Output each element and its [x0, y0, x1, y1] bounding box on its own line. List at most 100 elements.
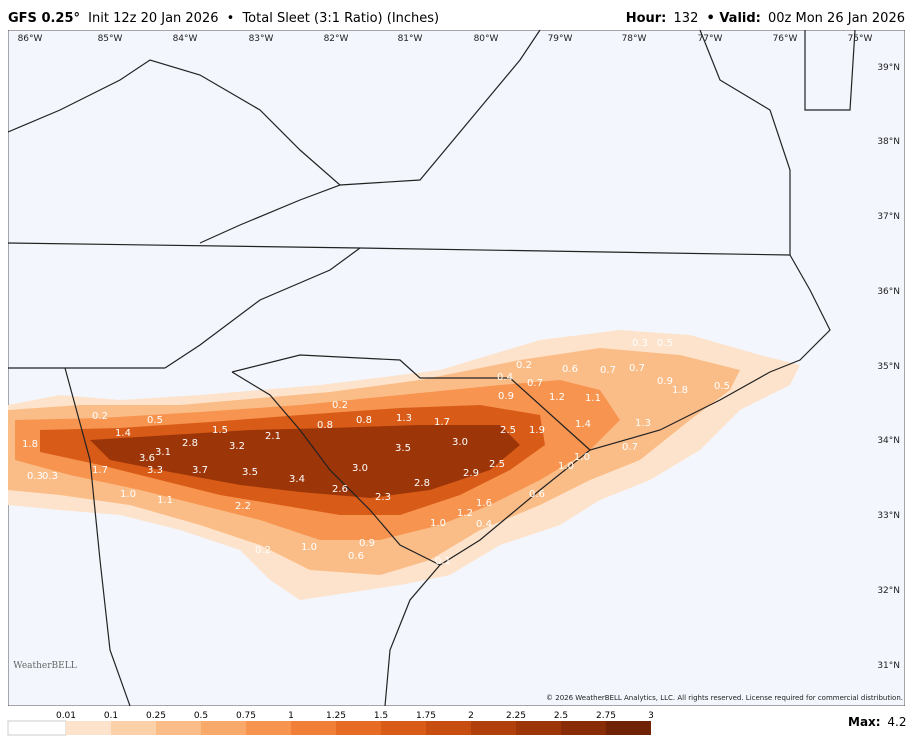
colorbar-segment	[201, 721, 246, 735]
valid-label: • Valid:	[707, 11, 761, 26]
va-wv-border	[339, 30, 541, 186]
point-value: 2.5	[500, 425, 516, 436]
point-value: 0.5	[147, 415, 163, 426]
latitude-label: 34°N	[877, 436, 900, 446]
latitude-label: 38°N	[877, 137, 900, 147]
colorbar-tick: 0.25	[146, 711, 166, 721]
point-value: 1.0	[120, 489, 136, 500]
point-value: 0.7	[600, 365, 616, 376]
point-value: 1.6	[476, 498, 492, 509]
latitude-label: 32°N	[877, 586, 900, 596]
colorbar-segment	[561, 721, 606, 735]
point-value: 1.4	[115, 428, 131, 439]
separator: •	[227, 11, 235, 26]
header-left: GFS 0.25° Init 12z 20 Jan 2026 • Total S…	[8, 11, 439, 26]
valid: 00z Mon 26 Jan 2026	[768, 11, 905, 26]
colorbar-tick: 0.01	[56, 711, 76, 721]
colorbar-tick: 1.25	[326, 711, 346, 721]
colorbar-segment	[66, 721, 111, 735]
point-value: 2.6	[332, 484, 348, 495]
point-value: 0.1	[435, 556, 451, 567]
colorbar-tick: 1.75	[416, 711, 436, 721]
latitude-label: 36°N	[877, 287, 900, 297]
colorbar-tick: 1.5	[374, 711, 388, 721]
point-value: 3.7	[192, 465, 208, 476]
colorbar-tick: 0.75	[236, 711, 256, 721]
point-value: 2.5	[489, 459, 505, 470]
chesapeake	[699, 30, 791, 255]
longitude-label: 83°W	[249, 34, 274, 44]
colorbar-segment	[516, 721, 561, 735]
colorbar-tick: 2.75	[596, 711, 616, 721]
point-value: 1.0	[574, 452, 590, 463]
colorbar-tick: 2	[468, 711, 474, 721]
point-value: 1.3	[635, 418, 651, 429]
latitude-label: 35°N	[877, 362, 900, 372]
point-value: 2.8	[182, 438, 198, 449]
hour-label: Hour:	[626, 11, 667, 26]
point-value: 1.0	[558, 461, 574, 472]
point-value: 1.1	[157, 495, 173, 506]
point-value: 0.4	[476, 519, 492, 530]
point-value: 0.3	[42, 471, 58, 482]
point-value: 0.9	[359, 538, 375, 549]
tn-nc-border	[164, 247, 361, 369]
point-value: 3.4	[289, 474, 305, 485]
longitude-label: 76°W	[773, 34, 798, 44]
point-value: 2.1	[265, 431, 281, 442]
point-value: 3.0	[452, 437, 468, 448]
point-value: 0.7	[622, 442, 638, 453]
point-value: 0.2	[92, 411, 108, 422]
point-value: 2.8	[414, 478, 430, 489]
point-value: 1.7	[434, 417, 450, 428]
labels: 86°W 85°W 84°W 83°W 82°W 81°W 80°W 79°W 78°W 77°W…	[18, 34, 900, 671]
point-value: 0.8	[317, 420, 333, 431]
point-value: 3.3	[147, 465, 163, 476]
delmarva	[804, 30, 856, 111]
latitude-label: 33°N	[877, 511, 900, 521]
point-value: 0.2	[255, 545, 271, 556]
colorbar: 0.01 0.1 0.25 0.5 0.75 1 1.25 1.5 1.75 2 2.25 2.5 2.…	[7, 711, 654, 736]
point-value: 1.5	[212, 425, 228, 436]
point-value: 1.4	[575, 419, 591, 430]
point-value: 2.2	[235, 501, 251, 512]
point-value: 0.3	[27, 471, 43, 482]
point-value: 1.0	[301, 542, 317, 553]
point-value: 2.9	[463, 468, 479, 479]
colorbar-segment	[7, 720, 67, 736]
colorbar-tick: 0.5	[194, 711, 208, 721]
al-ga-border	[64, 367, 131, 706]
longitude-label: 75°W	[848, 34, 873, 44]
colorbar-segment	[111, 721, 156, 735]
colorbar-tick: 0.1	[104, 711, 118, 721]
point-value: 1.0	[430, 518, 446, 529]
point-value: 0.7	[527, 378, 543, 389]
ga-sc-border	[231, 371, 441, 566]
colorbar-segment	[381, 721, 426, 735]
point-value: 3.5	[242, 467, 258, 478]
longitude-label: 82°W	[324, 34, 349, 44]
longitude-label: 86°W	[18, 34, 43, 44]
colorbar-segment	[606, 721, 651, 735]
hour: 132	[674, 11, 699, 26]
colorbar-tick: 2.5	[554, 711, 568, 721]
model: GFS 0.25°	[8, 11, 80, 26]
map	[8, 30, 905, 706]
colorbar-segment	[156, 721, 201, 735]
longitude-label: 84°W	[173, 34, 198, 44]
latitude-label: 31°N	[877, 661, 900, 671]
copyright: © 2026 WeatherBELL Analytics, LLC. All r…	[546, 694, 903, 702]
point-value: 0.5	[714, 381, 730, 392]
longitude-label: 77°W	[698, 34, 723, 44]
colorbar-segment	[246, 721, 291, 735]
point-value: 0.7	[629, 363, 645, 374]
point-value: 3.5	[395, 443, 411, 454]
point-value: 0.5	[657, 338, 673, 349]
point-value: 3.2	[229, 441, 245, 452]
point-value: 0.3	[632, 338, 648, 349]
point-value: 0.9	[498, 391, 514, 402]
point-value: 3.1	[155, 447, 171, 458]
logo: WeatherBELL	[13, 661, 76, 671]
init: Init 12z 20 Jan 2026	[88, 11, 218, 26]
